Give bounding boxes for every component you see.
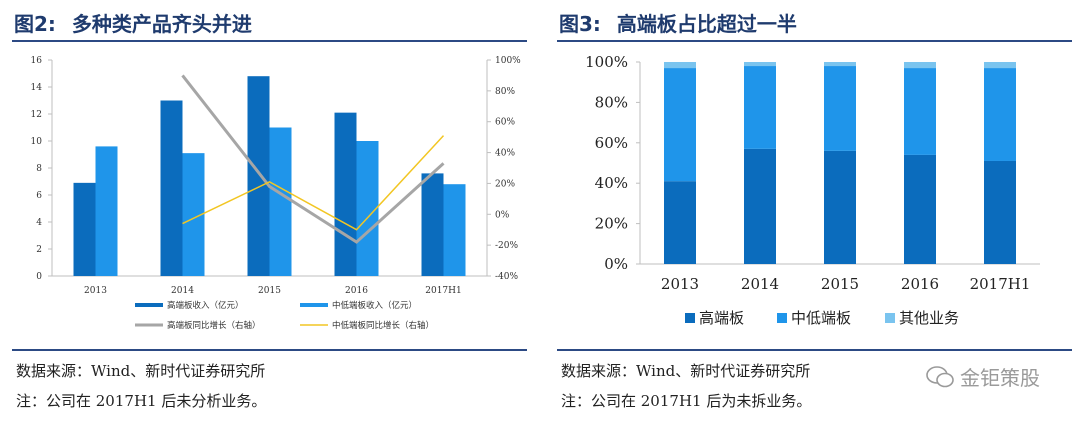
legend-swatch (885, 313, 895, 323)
legend-swatch (135, 303, 163, 307)
legend-swatch (300, 303, 328, 307)
y2-tick-label: 80% (495, 87, 515, 97)
figure-2-title: 图2: 多种类产品齐头并进 (14, 8, 268, 37)
bar-segment-other (824, 62, 856, 67)
y-tick-label: 2 (36, 245, 42, 255)
figure-2-number: 图2: (14, 12, 56, 36)
line-high-end-growth (181, 74, 445, 244)
figure-3-source: 数据来源：Wind、新时代证券研究所 (561, 362, 811, 380)
legend-label: 高端板同比增长（右轴） (167, 320, 261, 331)
figure-3-panel: 图3: 高端板占比超过一半 0% 20% 40% 60% 80% 100% 2013 2014 2… (545, 0, 1080, 423)
y2-tick-label: -20% (495, 241, 518, 251)
x-tick-label: 2014 (741, 275, 779, 293)
bar-segment-mid-low-end (904, 68, 936, 155)
line-mid-low-growth (182, 135, 445, 231)
figure-2-top-rule (12, 40, 527, 42)
y-tick-label: 0 (36, 272, 42, 282)
y2-tick-label: 100% (495, 56, 521, 66)
figure-2-note: 注：公司在 2017H1 后未分析业务。 (16, 392, 267, 410)
figure-3-title-text: 高端板占比超过一半 (616, 12, 797, 36)
x-tick-label: 2017H1 (970, 275, 1031, 293)
figure-3-top-rule (557, 40, 1072, 42)
bar-segment-other (744, 62, 776, 67)
x-tick-label: 2013 (661, 275, 699, 293)
x-tick-label: 2015 (821, 275, 859, 293)
figure-2-title-text: 多种类产品齐头并进 (71, 12, 252, 36)
legend-label: 其他业务 (899, 309, 959, 327)
y2-tick-label: 0% (495, 210, 510, 220)
bar-segment-other (664, 62, 696, 69)
bar-segment-other (904, 62, 936, 69)
y-tick-label: 0% (604, 255, 628, 273)
bar-segment-mid-low-end (664, 68, 696, 182)
y-tick-label: 40% (595, 174, 628, 192)
figure-2-bottom-rule (12, 349, 527, 351)
x-tick-label: 2013 (84, 286, 107, 296)
bar-mid-low-end (182, 153, 205, 276)
figure-3-title: 图3: 高端板占比超过一半 (559, 8, 813, 37)
x-tick-label: 2017H1 (425, 286, 461, 296)
figure-2-chart: 0 2 4 6 8 10 12 14 16 -40% -20% 0% 20% 40% 60% 80% 100% 2… (31, 56, 522, 331)
y-tick-label: 10 (31, 137, 43, 147)
bar-segment-high-end (984, 160, 1016, 264)
figure-3-chart: 0% 20% 40% 60% 80% 100% 2013 2014 2015 2016 2017H1… (585, 53, 1040, 327)
wechat-icon (926, 365, 954, 387)
bar-mid-low-end (95, 146, 118, 276)
figure-3-number: 图3: (559, 12, 601, 36)
y-tick-label: 16 (31, 56, 43, 66)
bar-segment-mid-low-end (824, 66, 856, 151)
legend-label: 高端板 (699, 309, 744, 327)
y-tick-label: 20% (595, 215, 628, 233)
bar-high-end (160, 100, 183, 276)
legend-label: 中低端板同比增长（右轴） (332, 320, 434, 331)
legend-swatch (777, 313, 787, 323)
bar-high-end (73, 182, 96, 276)
y2-tick-label: 60% (495, 118, 515, 128)
bar-mid-low-end (269, 127, 292, 276)
legend-label: 中低端板 (791, 309, 851, 327)
bar-segment-mid-low-end (984, 68, 1016, 161)
x-tick-label: 2015 (258, 286, 281, 296)
x-tick-label: 2016 (345, 286, 368, 296)
y-tick-label: 6 (36, 191, 42, 201)
figure-3-bottom-rule (557, 349, 1072, 351)
watermark-text: 金钜策股 (960, 366, 1040, 390)
bar-segment-high-end (664, 181, 696, 264)
figure-2-source: 数据来源：Wind、新时代证券研究所 (16, 362, 266, 380)
y2-tick-label: -40% (495, 272, 518, 282)
figure-2-panel: 图2: 多种类产品齐头并进 0 2 4 6 8 10 12 14 16 -40% -20% 0% 20% 4… (0, 0, 535, 423)
x-tick-label: 2014 (171, 286, 194, 296)
y-tick-label: 4 (36, 218, 42, 228)
bar-segment-high-end (744, 148, 776, 264)
bar-high-end (247, 76, 270, 276)
bar-high-end (421, 173, 444, 276)
y-tick-label: 14 (31, 83, 43, 93)
y2-tick-label: 20% (495, 179, 515, 189)
watermark: 金钜策股 (926, 362, 1040, 391)
y-tick-label: 80% (595, 93, 628, 111)
legend-swatch (685, 313, 695, 323)
x-tick-label: 2016 (901, 275, 939, 293)
bar-segment-high-end (904, 154, 936, 264)
bar-segment-mid-low-end (744, 66, 776, 149)
figure-3-note: 注：公司在 2017H1 后为未拆业务。 (561, 392, 812, 410)
y-tick-label: 8 (36, 164, 42, 174)
legend-label: 中低端板收入（亿元） (332, 300, 417, 311)
bar-mid-low-end (443, 184, 466, 276)
legend-label: 高端板收入（亿元） (167, 300, 244, 311)
y-tick-label: 60% (595, 134, 628, 152)
bar-high-end (334, 112, 357, 277)
bar-segment-high-end (824, 150, 856, 264)
bar-mid-low-end (356, 141, 379, 276)
y-tick-label: 12 (31, 110, 42, 120)
y-tick-label: 100% (585, 53, 628, 71)
bar-segment-other (984, 62, 1016, 69)
y2-tick-label: 40% (495, 149, 515, 159)
